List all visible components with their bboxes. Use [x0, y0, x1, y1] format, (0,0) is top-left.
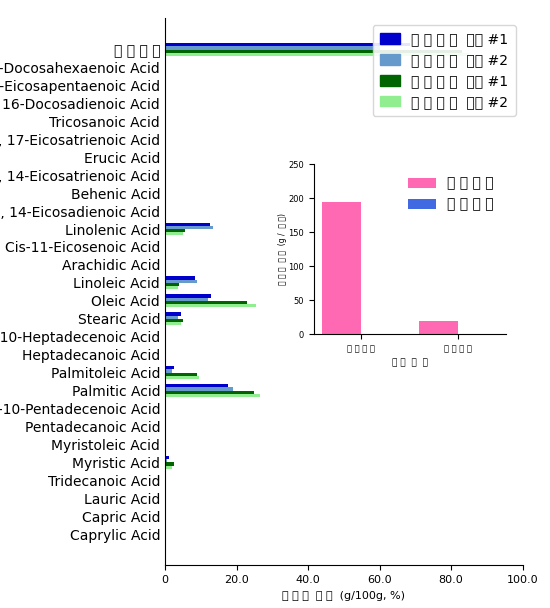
- Bar: [165, 394, 260, 397]
- Bar: [165, 53, 469, 56]
- Y-axis label: 수 집 된  지 방  (g /  개 체): 수 집 된 지 방 (g / 개 체): [278, 213, 287, 285]
- Bar: [165, 50, 462, 53]
- Bar: [165, 462, 174, 466]
- Bar: [165, 366, 174, 370]
- Bar: [420, 321, 458, 334]
- Bar: [165, 301, 248, 304]
- Bar: [165, 280, 197, 283]
- Bar: [165, 297, 208, 301]
- Bar: [165, 316, 178, 319]
- Bar: [165, 387, 233, 390]
- Bar: [165, 286, 178, 289]
- X-axis label: 지 방  종  류: 지 방 종 류: [392, 359, 428, 368]
- Bar: [165, 283, 179, 286]
- X-axis label: 지 방 산  함 량  (g/100g, %): 지 방 산 함 량 (g/100g, %): [282, 591, 405, 601]
- Bar: [165, 232, 183, 235]
- Bar: [165, 373, 197, 376]
- Bar: [165, 294, 211, 297]
- Bar: [165, 390, 254, 394]
- Bar: [322, 202, 361, 334]
- Bar: [165, 384, 228, 387]
- Bar: [165, 319, 183, 322]
- Legend: 포 획 개 체, 사 육 개 체: 포 획 개 체, 사 육 개 체: [403, 171, 499, 217]
- Bar: [165, 466, 172, 469]
- Bar: [165, 376, 199, 379]
- Bar: [165, 258, 166, 261]
- Bar: [165, 322, 181, 325]
- Bar: [165, 313, 181, 316]
- Bar: [165, 226, 213, 229]
- Bar: [165, 223, 210, 226]
- Bar: [165, 459, 167, 462]
- Bar: [165, 277, 195, 280]
- Bar: [165, 46, 380, 50]
- Bar: [165, 43, 410, 46]
- Bar: [165, 229, 185, 232]
- Bar: [165, 304, 256, 307]
- Legend: 포 획 개 체  기름 #1, 포 획 개 체  기름 #2, 사 육 개 체  기름 #1, 사 육 개 체  기름 #2: 포 획 개 체 기름 #1, 포 획 개 체 기름 #2, 사 육 개 체 기름…: [372, 25, 515, 116]
- Bar: [165, 456, 168, 459]
- Bar: [165, 420, 166, 423]
- Bar: [165, 370, 172, 373]
